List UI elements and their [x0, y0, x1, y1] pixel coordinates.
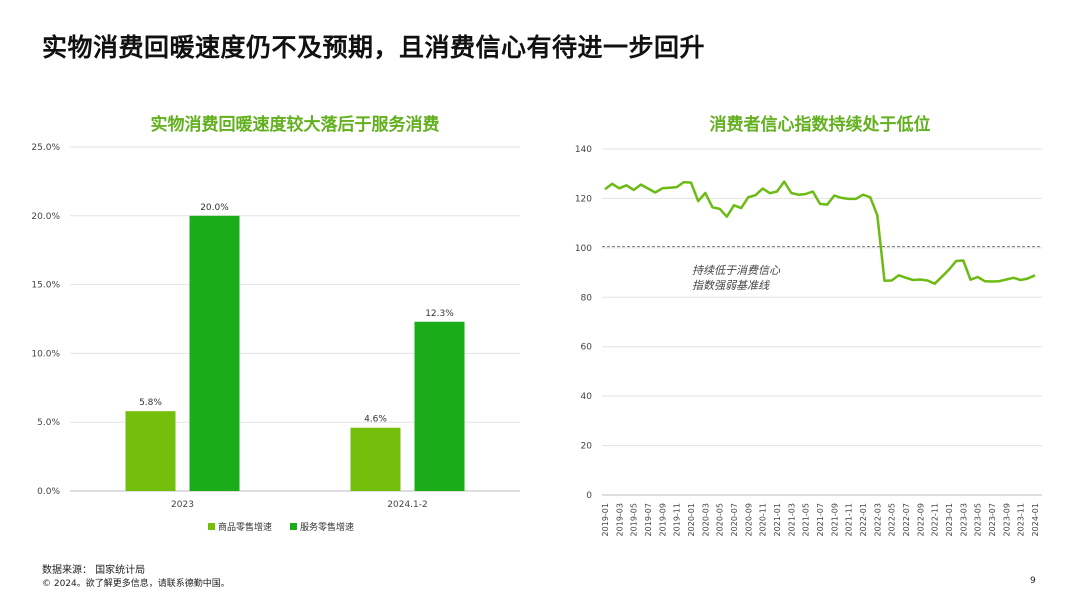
y-tick-label: 0	[586, 491, 592, 501]
x-tick-label: 2019-05	[630, 503, 639, 536]
x-tick-label: 2021-01	[773, 503, 782, 536]
data-label: 12.3%	[425, 309, 454, 319]
bar	[414, 321, 465, 491]
bar	[125, 411, 176, 491]
bar-chart-title: 实物消费回暖速度较大落后于服务消费	[150, 115, 440, 135]
legend-swatch	[208, 523, 215, 530]
x-tick-label: 2019-07	[644, 503, 653, 536]
x-tick-label: 2022-11	[931, 503, 940, 536]
y-tick-label: 40	[581, 392, 593, 402]
data-label: 20.0%	[200, 203, 229, 213]
x-tick-label: 2023-05	[974, 503, 983, 536]
x-tick-label: 2024.1-2	[387, 500, 427, 510]
y-tick-label: 25.0%	[31, 143, 60, 153]
x-tick-label: 2019-09	[658, 503, 667, 536]
bar	[189, 215, 240, 492]
legend-swatch	[290, 523, 297, 530]
legend-label: 服务零售增速	[300, 521, 354, 533]
y-tick-label: 0.0%	[37, 487, 60, 497]
copyright: © 2024。欲了解更多信息，请联系德勤中国。	[42, 579, 230, 589]
x-tick-label: 2022-01	[859, 503, 868, 536]
data-label: 5.8%	[139, 398, 162, 408]
x-tick-label: 2021-03	[787, 503, 796, 536]
bar	[350, 427, 401, 491]
y-tick-label: 10.0%	[31, 349, 60, 359]
x-tick-label: 2019-03	[615, 503, 624, 536]
x-tick-label: 2022-03	[873, 503, 882, 536]
x-tick-label: 2020-09	[744, 503, 753, 536]
y-tick-label: 80	[581, 293, 593, 303]
y-tick-label: 100	[575, 244, 592, 254]
page-title: 实物消费回暖速度仍不及预期，且消费信心有待进一步回升	[42, 33, 706, 62]
y-tick-label: 20.0%	[31, 212, 60, 222]
y-tick-label: 20	[581, 442, 593, 452]
x-tick-label: 2024-01	[1031, 503, 1040, 536]
x-tick-label: 2021-11	[845, 503, 854, 536]
y-tick-label: 140	[575, 145, 592, 155]
y-tick-label: 120	[575, 194, 592, 204]
x-tick-label: 2020-07	[730, 503, 739, 536]
legend-label: 商品零售增速	[218, 521, 272, 533]
page-number: 9	[1030, 576, 1036, 586]
data-source: 数据来源： 国家统计局	[42, 565, 146, 576]
x-tick-label: 2021-09	[830, 503, 839, 536]
x-tick-label: 2020-01	[687, 503, 696, 536]
x-tick-label: 2023-07	[988, 503, 997, 536]
x-tick-label: 2022-07	[902, 503, 911, 536]
data-label: 4.6%	[364, 415, 387, 425]
y-tick-label: 15.0%	[31, 281, 60, 291]
annotation: 指数强弱基准线	[692, 279, 770, 292]
x-tick-label: 2020-11	[759, 503, 768, 536]
x-tick-label: 2020-03	[701, 503, 710, 536]
x-tick-label: 2019-11	[673, 503, 682, 536]
x-tick-label: 2020-05	[716, 503, 725, 536]
y-tick-label: 60	[581, 343, 593, 353]
x-tick-label: 2021-07	[816, 503, 825, 536]
line-chart-title: 消费者信心指数持续处于低位	[709, 115, 931, 135]
x-tick-label: 2023-01	[945, 503, 954, 536]
x-tick-label: 2023-03	[959, 503, 968, 536]
x-tick-label: 2022-05	[888, 503, 897, 536]
x-tick-label: 2023-11	[1017, 503, 1026, 536]
series-line	[604, 180, 1036, 285]
x-tick-label: 2022-09	[916, 503, 925, 536]
y-tick-label: 5.0%	[37, 418, 60, 428]
x-tick-label: 2023-09	[1002, 503, 1011, 536]
x-tick-label: 2023	[171, 500, 194, 510]
x-tick-label: 2021-05	[802, 503, 811, 536]
annotation: 持续低于消费信心	[692, 264, 781, 277]
x-tick-label: 2019-01	[601, 503, 610, 536]
